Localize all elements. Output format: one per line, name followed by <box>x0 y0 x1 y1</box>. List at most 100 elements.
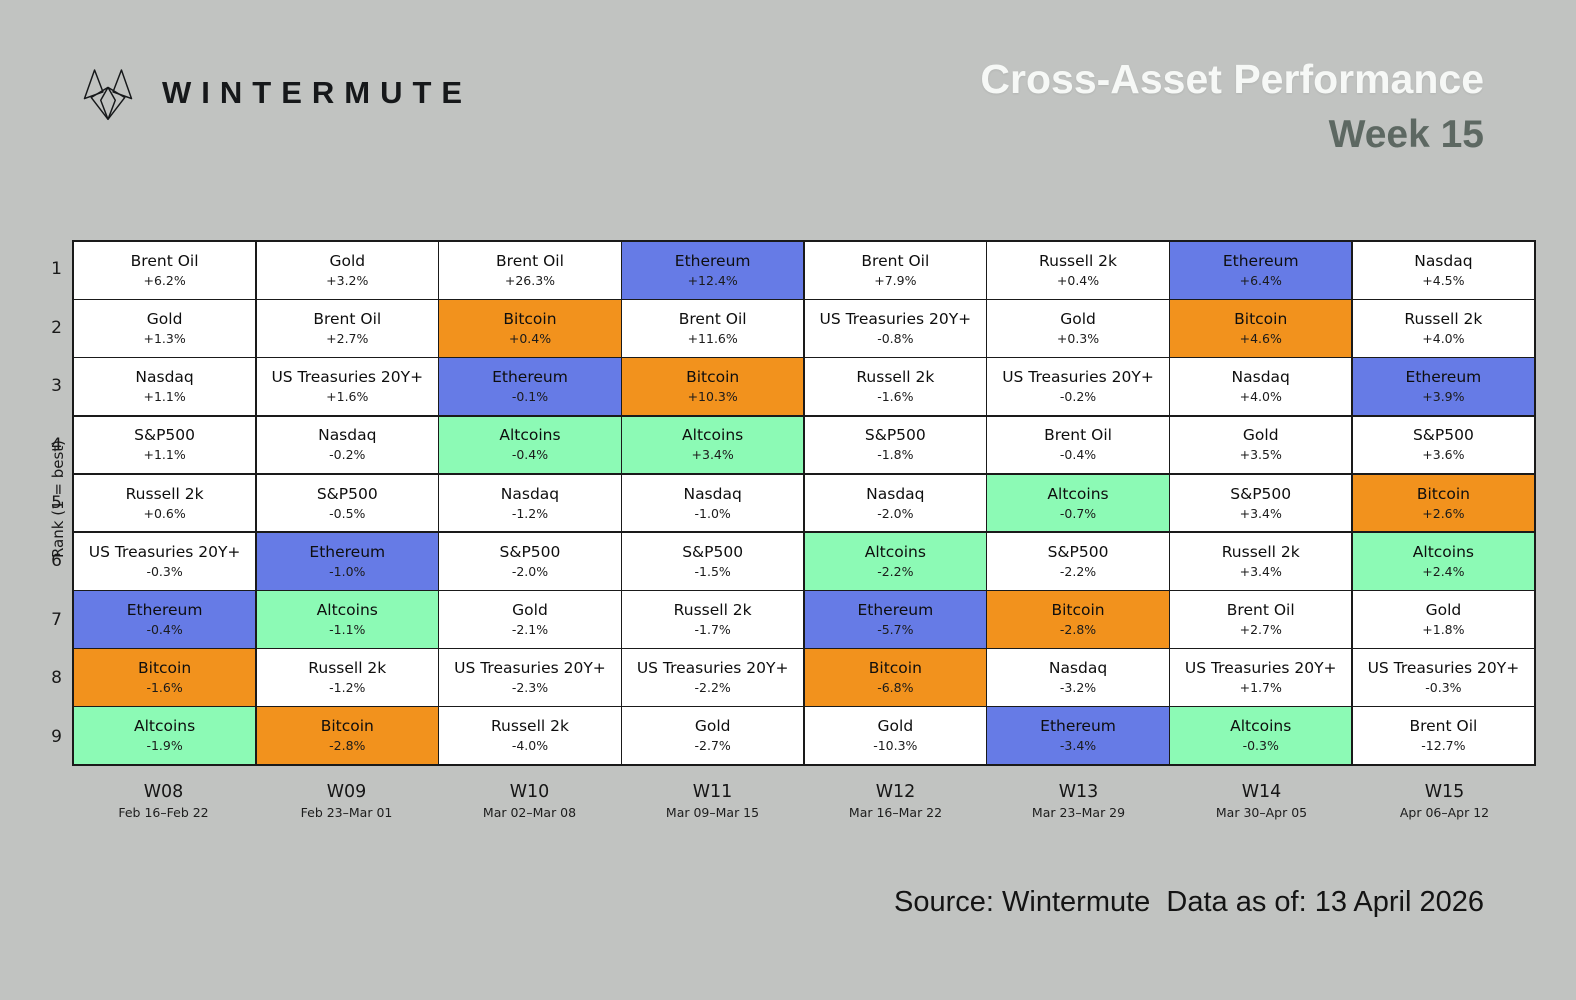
asset-return-value: +6.2% <box>143 272 186 288</box>
asset-name: Russell 2k <box>1221 542 1300 561</box>
asset-cell: US Treasuries 20Y+ -0.2% <box>987 358 1169 415</box>
asset-return-value: -2.1% <box>511 621 549 637</box>
asset-name: Bitcoin <box>686 368 740 387</box>
page-subtitle: Week 15 <box>1328 113 1484 156</box>
rank-tick-label: 1 <box>51 259 62 280</box>
week-date-range: Feb 16–Feb 22 <box>118 805 209 820</box>
asset-cell: S&P500 -1.5% <box>622 532 804 590</box>
asset-return-value: +2.7% <box>326 331 369 347</box>
asset-name: Gold <box>1242 426 1279 445</box>
asset-return-value: -0.5% <box>329 505 366 521</box>
asset-cell: Gold -2.1% <box>439 591 621 648</box>
asset-cell: Nasdaq -1.0% <box>622 474 804 532</box>
asset-cell: Brent Oil +2.7% <box>1170 591 1352 648</box>
week-label: W15 <box>1424 782 1465 802</box>
asset-cell: US Treasuries 20Y+ -0.3% <box>74 532 256 590</box>
asset-return-value: -1.0% <box>329 563 366 579</box>
asset-name: Bitcoin <box>320 717 374 736</box>
asset-name: S&P500 <box>682 542 744 561</box>
asset-return-value: +6.4% <box>1239 272 1282 288</box>
asset-name: Ethereum <box>857 600 934 619</box>
asset-return-value: -0.2% <box>1059 389 1097 405</box>
asset-return-value: -3.2% <box>1059 680 1097 696</box>
asset-name: Gold <box>329 251 366 270</box>
rank-tick-label: 4 <box>51 434 62 455</box>
week-label: W09 <box>326 782 367 802</box>
asset-return-value: +2.7% <box>1239 621 1282 637</box>
asset-cell: Altcoins +3.4% <box>622 416 804 474</box>
asset-cell: Ethereum +6.4% <box>1170 242 1352 299</box>
asset-return-value: -0.3% <box>146 563 183 579</box>
asset-cell: Ethereum +3.9% <box>1352 358 1534 415</box>
asset-return-value: +4.0% <box>1422 331 1465 347</box>
asset-return-value: -12.7% <box>1421 738 1466 754</box>
asset-cell: Russell 2k -1.6% <box>804 358 986 415</box>
asset-cell: Ethereum -0.1% <box>439 358 621 415</box>
asset-cell: Ethereum -3.4% <box>987 707 1169 764</box>
asset-cell: Bitcoin -6.8% <box>804 649 986 706</box>
asset-name: S&P500 <box>134 426 196 445</box>
asset-return-value: +4.5% <box>1422 272 1465 288</box>
asset-cell: Russell 2k +0.4% <box>987 242 1169 299</box>
asset-cell: Russell 2k +4.0% <box>1352 300 1534 357</box>
rank-tick-label: 9 <box>51 726 62 747</box>
asset-cell: Nasdaq +4.5% <box>1352 242 1534 299</box>
asset-cell: S&P500 -2.2% <box>987 532 1169 590</box>
asset-return-value: -2.7% <box>694 738 731 754</box>
asset-cell: S&P500 +3.6% <box>1352 416 1534 474</box>
asset-return-value: -1.6% <box>146 680 183 696</box>
asset-cell: Bitcoin -2.8% <box>256 707 438 764</box>
asset-name: Nasdaq <box>1231 368 1290 387</box>
asset-name: Gold <box>512 600 548 619</box>
brand-header: WINTERMUTE <box>80 64 472 122</box>
week-tick: W13 Mar 23–Mar 29 <box>987 782 1170 820</box>
asset-return-value: -1.7% <box>694 621 731 637</box>
rank-tick-label: 7 <box>51 609 62 630</box>
asset-cell: Russell 2k +3.4% <box>1170 532 1352 590</box>
asset-cell: Russell 2k -1.2% <box>256 649 438 706</box>
asset-cell: Altcoins -1.1% <box>256 591 438 648</box>
asset-cell: Gold +1.8% <box>1352 591 1534 648</box>
asset-return-value: -0.8% <box>877 331 914 347</box>
week-date-range: Mar 09–Mar 15 <box>665 805 760 820</box>
asset-return-value: -2.8% <box>1059 621 1097 637</box>
asset-name: US Treasuries 20Y+ <box>454 659 606 678</box>
asset-return-value: +0.3% <box>1056 331 1100 347</box>
asset-cell: US Treasuries 20Y+ -2.2% <box>622 649 804 706</box>
asset-name: Russell 2k <box>490 717 569 736</box>
week-date-range: Mar 16–Mar 22 <box>848 805 943 820</box>
asset-name: Ethereum <box>1405 368 1482 387</box>
asset-name: Gold <box>694 717 731 736</box>
asset-return-value: +0.6% <box>143 505 186 521</box>
rank-tick-label: 3 <box>51 376 62 397</box>
asset-return-value: -0.3% <box>1425 680 1462 696</box>
asset-name: Altcoins <box>1412 542 1474 561</box>
asset-cell: Altcoins -2.2% <box>804 532 986 590</box>
asset-name: US Treasuries 20Y+ <box>88 542 241 561</box>
asset-name: Altcoins <box>499 426 561 445</box>
asset-return-value: +1.7% <box>1239 680 1282 696</box>
asset-name: Nasdaq <box>866 484 925 503</box>
asset-cell: Gold +3.2% <box>256 242 438 299</box>
week-label: W13 <box>1058 782 1099 802</box>
week-date-range: Mar 02–Mar 08 <box>482 805 577 820</box>
asset-name: Bitcoin <box>868 659 922 678</box>
week-label: W14 <box>1241 782 1282 802</box>
asset-return-value: -1.6% <box>877 389 914 405</box>
asset-name: US Treasuries 20Y+ <box>636 659 789 678</box>
asset-return-value: -2.0% <box>877 505 914 521</box>
asset-return-value: +3.4% <box>1239 563 1282 579</box>
asset-name: S&P500 <box>1047 542 1109 561</box>
asset-cell: Nasdaq -2.0% <box>804 474 986 532</box>
asset-cell: Bitcoin -1.6% <box>74 649 256 706</box>
asset-cell: Brent Oil +7.9% <box>804 242 986 299</box>
asset-cell: Altcoins -0.7% <box>987 474 1169 532</box>
asset-name: Russell 2k <box>673 600 752 619</box>
asset-name: S&P500 <box>316 484 378 503</box>
asset-return-value: +2.6% <box>1422 505 1465 521</box>
rank-tick-label: 2 <box>51 317 62 338</box>
week-tick: W10 Mar 02–Mar 08 <box>438 782 621 820</box>
asset-name: Ethereum <box>1040 717 1116 736</box>
rank-tick-label: 5 <box>51 492 62 513</box>
asset-cell: Gold -10.3% <box>804 707 986 764</box>
